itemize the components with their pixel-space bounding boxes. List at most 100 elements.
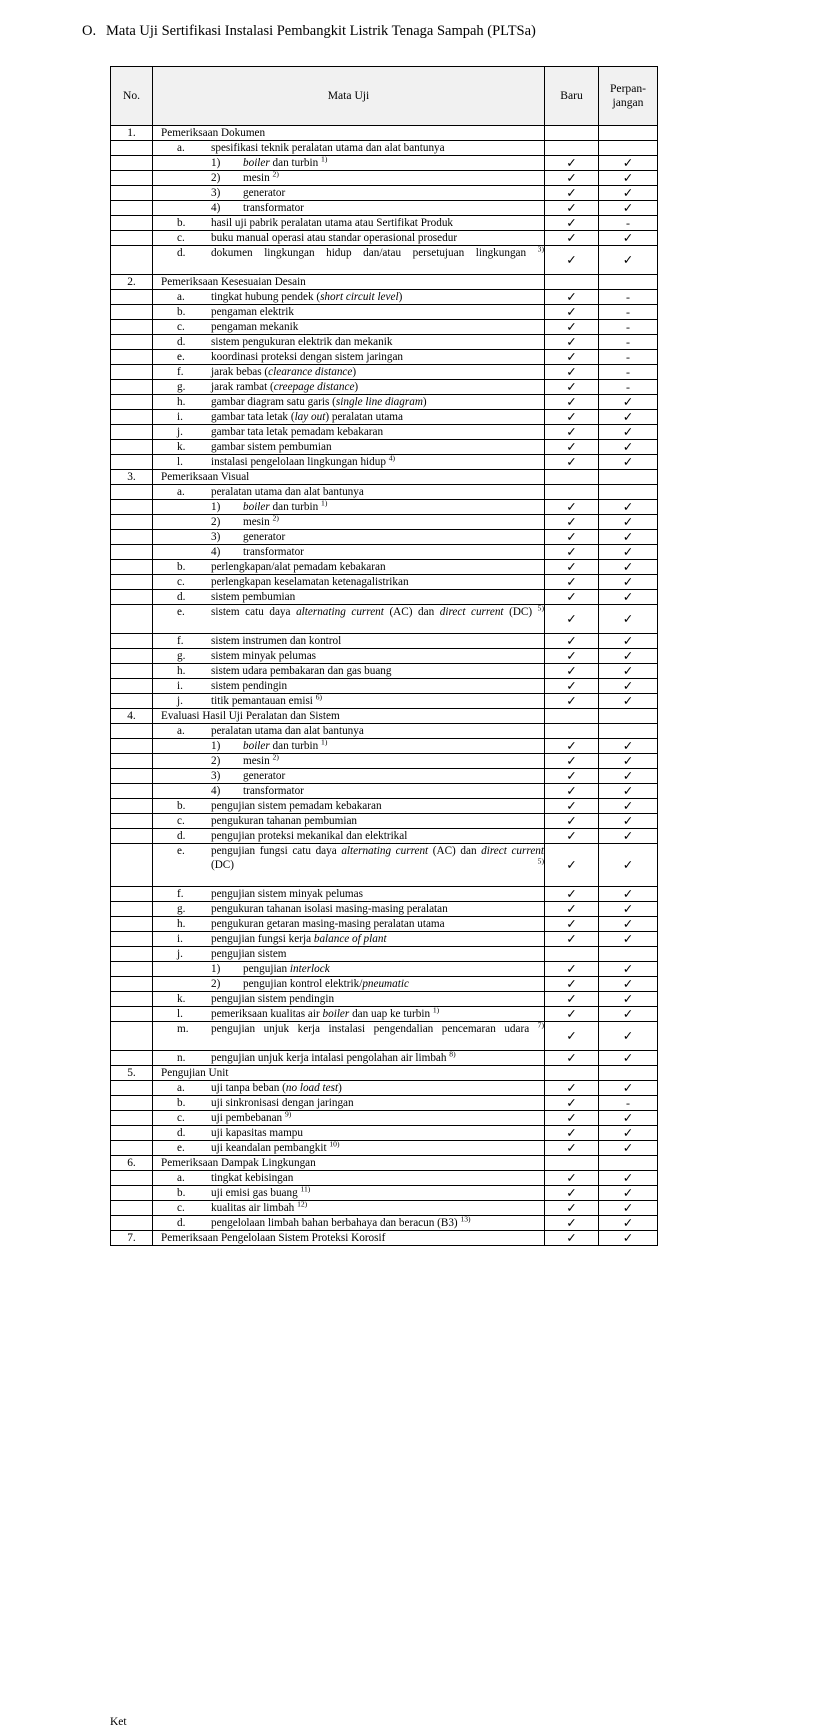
row-item: 3) generator bbox=[152, 768, 545, 784]
check-mark: ✓ bbox=[566, 961, 577, 976]
item-text: boiler dan turbin 1) bbox=[243, 737, 328, 752]
table-row: 1) pengujian interlock ✓ ✓ bbox=[110, 961, 658, 977]
column-header-perpanjangan-line2: jangan bbox=[612, 96, 644, 109]
check-mark: ✓ bbox=[622, 663, 634, 678]
cell-perpanjangan: ✓ bbox=[598, 574, 658, 590]
item-label: d. bbox=[177, 336, 186, 348]
table-row: 4) transformator ✓ ✓ bbox=[110, 544, 658, 560]
check-mark: ✓ bbox=[566, 155, 577, 170]
cell-perpanjangan: ✓ bbox=[598, 1110, 658, 1126]
row-item: g. pengukuran tahanan isolasi masing-masi… bbox=[152, 901, 545, 917]
row-number bbox=[110, 1080, 153, 1096]
cell-baru: ✓ bbox=[544, 753, 599, 769]
table-header: No. Mata Uji Baru Perpan- jangan bbox=[110, 66, 658, 126]
cell-baru: ✓ bbox=[544, 843, 599, 887]
check-mark: ✓ bbox=[622, 499, 634, 514]
item-label: 1) bbox=[211, 157, 221, 169]
item-label: 1) bbox=[211, 963, 221, 975]
item-label: e. bbox=[177, 606, 185, 618]
row-number bbox=[110, 409, 153, 425]
item-level-1: d. sistem pengukuran elektrik dan mekanik bbox=[153, 335, 544, 349]
item-label: j. bbox=[177, 426, 183, 438]
check-mark: ✓ bbox=[566, 828, 577, 843]
item-text: uji kapasitas mampu bbox=[211, 1127, 303, 1139]
cell-perpanjangan: ✓ bbox=[598, 454, 658, 470]
cell-perpanjangan: ✓ bbox=[598, 604, 658, 634]
row-item: a. uji tanpa beban (no load test) bbox=[152, 1080, 545, 1096]
item-label: j. bbox=[177, 695, 183, 707]
table-row: b. uji emisi gas buang 11) ✓ ✓ bbox=[110, 1185, 658, 1201]
cell-baru: ✓ bbox=[544, 349, 599, 365]
row-item: c. pengukuran tahanan pembumian bbox=[152, 813, 545, 829]
check-mark: ✓ bbox=[566, 1080, 577, 1095]
cell-perpanjangan: ✓ bbox=[598, 991, 658, 1007]
table-row: 1) boiler dan turbin 1) ✓ ✓ bbox=[110, 499, 658, 515]
cell-perpanjangan: ✓ bbox=[598, 813, 658, 829]
cell-perpanjangan: ✓ bbox=[598, 514, 658, 530]
item-level-2: 1) boiler dan turbin 1) bbox=[153, 155, 544, 170]
item-text: pengelolaan limbah bahan berbahaya dan b… bbox=[211, 1214, 471, 1229]
mata-uji-table: No. Mata Uji Baru Perpan- jangan 1. Pemer… bbox=[110, 66, 658, 1246]
item-level-2: 2) mesin 2) bbox=[153, 753, 544, 768]
cell-baru: ✓ bbox=[544, 1080, 599, 1096]
cell-baru: ✓ bbox=[544, 245, 599, 275]
cell-perpanjangan: ✓ bbox=[598, 753, 658, 769]
row-number bbox=[110, 289, 153, 305]
item-label: a. bbox=[177, 1082, 185, 1094]
check-mark: ✓ bbox=[566, 529, 577, 544]
table-row: a. peralatan utama dan alat bantunya bbox=[110, 723, 658, 739]
item-label: a. bbox=[177, 486, 185, 498]
table-row: 4) transformator ✓ ✓ bbox=[110, 783, 658, 799]
item-text: pengujian fungsi kerja balance of plant bbox=[211, 933, 387, 945]
item-text: uji sinkronisasi dengan jaringan bbox=[211, 1097, 354, 1109]
item-text: dokumen lingkungan hidup dan/atau perset… bbox=[211, 244, 544, 259]
cell-baru: ✓ bbox=[544, 663, 599, 679]
section-title: Pemeriksaan Visual bbox=[161, 471, 250, 483]
check-mark: ✓ bbox=[566, 409, 577, 424]
item-label: b. bbox=[177, 217, 186, 229]
item-level-1: l. pemeriksaan kualitas air boiler dan ua… bbox=[153, 1005, 544, 1021]
check-mark: ✓ bbox=[566, 1028, 577, 1043]
cell-perpanjangan: ✓ bbox=[598, 170, 658, 186]
item-level-2: 4) transformator bbox=[153, 545, 544, 559]
cell-perpanjangan: ✓ bbox=[598, 589, 658, 605]
table-row: h. pengukuran getaran masing-masing peral… bbox=[110, 916, 658, 932]
cell-baru: ✓ bbox=[544, 633, 599, 649]
check-mark: ✓ bbox=[566, 439, 577, 454]
item-text: instalasi pengelolaan lingkungan hidup 4… bbox=[211, 453, 396, 468]
item-level-2: 4) transformator bbox=[153, 784, 544, 798]
item-label: i. bbox=[177, 933, 183, 945]
item-level-1: d. dokumen lingkungan hidup dan/atau pers… bbox=[153, 244, 544, 274]
cell-perpanjangan: ✓ bbox=[598, 1006, 658, 1022]
item-text: transformator bbox=[243, 202, 304, 214]
item-label: 2) bbox=[211, 755, 221, 767]
cell-perpanjangan: ✓ bbox=[598, 1230, 658, 1246]
column-header-baru: Baru bbox=[544, 66, 599, 126]
row-item: j. titik pemantauan emisi 6) bbox=[152, 693, 545, 709]
table-row: a. spesifikasi teknik peralatan utama dan… bbox=[110, 140, 658, 156]
item-level-1: e. sistem catu daya alternating current (… bbox=[153, 604, 544, 633]
cell-perpanjangan bbox=[598, 125, 658, 141]
check-mark: ✓ bbox=[622, 454, 634, 469]
check-mark: ✓ bbox=[566, 783, 577, 798]
cell-perpanjangan: ✓ bbox=[598, 798, 658, 814]
cell-baru: ✓ bbox=[544, 931, 599, 947]
cell-baru: ✓ bbox=[544, 230, 599, 246]
row-item: d. dokumen lingkungan hidup dan/atau pers… bbox=[152, 244, 545, 275]
row-number bbox=[110, 663, 153, 679]
cell-baru: ✓ bbox=[544, 886, 599, 902]
page-title-letter: O. bbox=[82, 23, 97, 39]
item-label: 3) bbox=[211, 531, 221, 543]
item-text: sistem udara pembakaran dan gas buang bbox=[211, 665, 392, 677]
row-item: Pemeriksaan Visual bbox=[152, 469, 545, 485]
item-text: pemeriksaan kualitas air boiler dan uap … bbox=[211, 1005, 440, 1020]
dash-mark: - bbox=[626, 379, 630, 394]
cell-baru: ✓ bbox=[544, 544, 599, 560]
cell-baru: ✓ bbox=[544, 1125, 599, 1141]
item-level-1: g. jarak rambat (creepage distance) bbox=[153, 380, 544, 394]
check-mark: ✓ bbox=[566, 1050, 577, 1065]
cell-baru: ✓ bbox=[544, 529, 599, 545]
item-label: a. bbox=[177, 291, 185, 303]
table-row: d. sistem pengukuran elektrik dan mekanik… bbox=[110, 334, 658, 350]
row-number bbox=[110, 753, 153, 769]
